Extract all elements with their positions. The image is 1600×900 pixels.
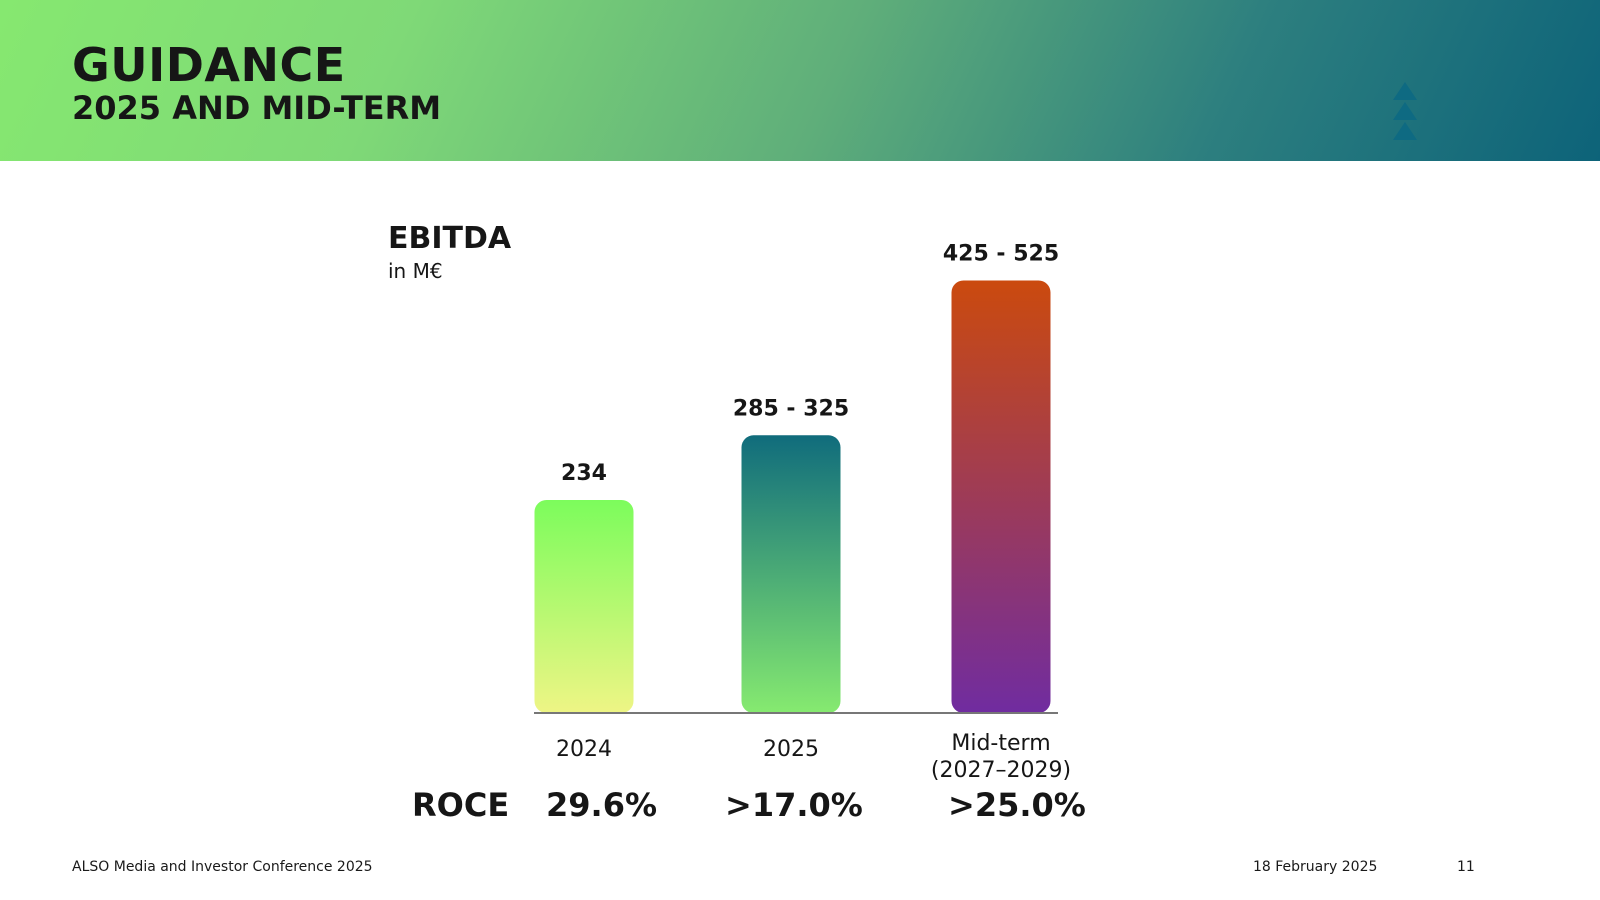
roce-label: ROCE: [412, 786, 510, 824]
page-number: 11: [1457, 859, 1475, 875]
ebitda-bar-chart: 234 2024 285 - 325 2025 425 - 525 Mid-term(20…: [534, 242, 1071, 783]
bar-value-label-2: 425 - 525: [943, 242, 1059, 267]
bar-0: [534, 499, 634, 713]
footer-event: ALSO Media and Investor Conference 2025: [72, 859, 373, 875]
x-tick-label-2-line-1: (2027–2029): [931, 758, 1071, 783]
bar-2: [951, 280, 1051, 713]
x-tick-label-1: 2025: [763, 737, 819, 762]
stacked-triangles-icon: [1393, 82, 1417, 140]
bar-value-label-1: 285 - 325: [733, 396, 849, 421]
chart-title: EBITDA: [388, 221, 512, 256]
bar-value-label-0: 234: [561, 461, 607, 486]
page-title: GUIDANCE: [72, 38, 346, 92]
bar-1: [741, 435, 841, 713]
x-tick-label-2-line-0: Mid-term: [951, 731, 1050, 756]
page-subtitle: 2025 AND MID-TERM: [72, 89, 442, 127]
roce-value-2025: >17.0%: [725, 786, 863, 824]
footer-date: 18 February 2025: [1253, 859, 1378, 875]
x-tick-label-0: 2024: [556, 737, 612, 762]
chart-unit-label: in M€: [388, 259, 443, 283]
header-banner: GUIDANCE 2025 AND MID-TERM: [0, 0, 1600, 161]
roce-value-mid-term: >25.0%: [948, 786, 1086, 824]
roce-value-2024: 29.6%: [546, 786, 658, 824]
